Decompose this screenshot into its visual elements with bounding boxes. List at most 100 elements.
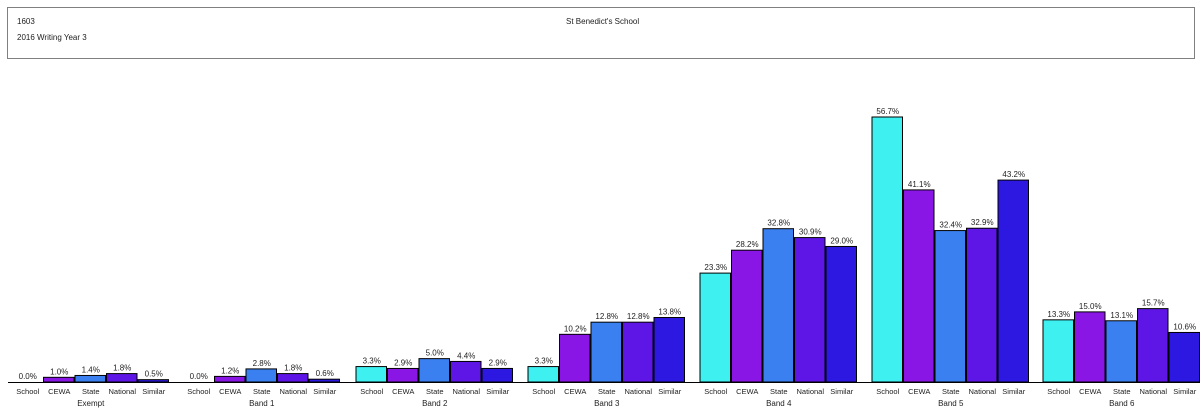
series-tick-label: National bbox=[796, 387, 824, 396]
series-tick-label: National bbox=[624, 387, 652, 396]
report-title: 2016 Writing Year 3 bbox=[17, 33, 87, 42]
data-label: 2.8% bbox=[253, 359, 271, 368]
data-label: 3.3% bbox=[535, 357, 553, 366]
series-tick-label: School bbox=[876, 387, 899, 396]
data-label: 1.4% bbox=[82, 365, 100, 374]
bar-band-2-similar bbox=[481, 367, 513, 383]
series-tick-label: National bbox=[1139, 387, 1167, 396]
data-label: 41.1% bbox=[908, 180, 931, 189]
data-label: 12.8% bbox=[595, 312, 618, 321]
data-label: 23.3% bbox=[704, 263, 727, 272]
data-label: 0.5% bbox=[145, 370, 163, 379]
bar-band-3-school bbox=[527, 366, 559, 383]
data-label: 28.2% bbox=[736, 240, 759, 249]
series-tick-label: CEWA bbox=[48, 387, 70, 396]
series-tick-label: CEWA bbox=[392, 387, 414, 396]
series-tick-label: National bbox=[108, 387, 136, 396]
data-label: 13.3% bbox=[1047, 310, 1070, 319]
data-label: 15.7% bbox=[1142, 299, 1165, 308]
data-label: 2.9% bbox=[394, 358, 412, 367]
series-tick-label: State bbox=[770, 387, 788, 396]
bar-band-6-state bbox=[1105, 320, 1137, 383]
bar-exempt-state bbox=[74, 374, 106, 383]
data-label: 4.4% bbox=[457, 351, 475, 360]
bar-band-6-national bbox=[1137, 308, 1169, 383]
data-label: 32.9% bbox=[971, 218, 994, 227]
series-tick-label: State bbox=[82, 387, 100, 396]
bar-band-4-school bbox=[699, 272, 731, 383]
data-label: 0.0% bbox=[190, 372, 208, 381]
series-tick-label: State bbox=[598, 387, 616, 396]
data-label: 32.8% bbox=[767, 219, 790, 228]
bar-band-5-cewa bbox=[903, 189, 935, 383]
data-label: 0.0% bbox=[19, 372, 37, 381]
series-tick-label: Similar bbox=[658, 387, 681, 396]
data-label: 43.2% bbox=[1002, 170, 1025, 179]
bar-band-3-similar bbox=[653, 317, 685, 383]
group-label: Band 3 bbox=[594, 399, 620, 408]
bar-band-4-similar bbox=[825, 245, 857, 383]
bar-band-3-cewa bbox=[559, 333, 591, 383]
series-tick-label: National bbox=[452, 387, 480, 396]
series-tick-label: Similar bbox=[830, 387, 853, 396]
bar-band-2-national bbox=[450, 360, 482, 383]
series-tick-label: CEWA bbox=[564, 387, 586, 396]
series-tick-label: School bbox=[704, 387, 727, 396]
bar-band-5-state bbox=[934, 230, 966, 383]
bar-band-1-cewa bbox=[214, 375, 246, 383]
series-tick-label: CEWA bbox=[219, 387, 241, 396]
series-tick-label: CEWA bbox=[1079, 387, 1101, 396]
group-label: Band 4 bbox=[766, 399, 792, 408]
report-header: 1603 2016 Writing Year 3 St Benedict's S… bbox=[7, 7, 1195, 59]
bar-exempt-similar bbox=[137, 379, 169, 383]
bar-band-2-state bbox=[418, 358, 450, 383]
data-label: 32.4% bbox=[939, 221, 962, 230]
series-tick-label: State bbox=[942, 387, 960, 396]
series-tick-label: National bbox=[279, 387, 307, 396]
bar-band-6-school bbox=[1042, 319, 1074, 383]
series-tick-label: Similar bbox=[1173, 387, 1196, 396]
series-tick-label: School bbox=[532, 387, 555, 396]
series-tick-label: State bbox=[253, 387, 271, 396]
bar-band-6-cewa bbox=[1074, 311, 1106, 383]
bar-band-3-national bbox=[622, 321, 654, 383]
bar-band-3-state bbox=[590, 321, 622, 383]
bar-band-5-national bbox=[966, 227, 998, 383]
bar-band-4-cewa bbox=[731, 249, 763, 383]
group-label: Band 2 bbox=[422, 399, 448, 408]
series-tick-label: Similar bbox=[142, 387, 165, 396]
report-code: 1603 bbox=[17, 17, 35, 26]
series-tick-label: CEWA bbox=[736, 387, 758, 396]
data-label: 0.6% bbox=[316, 369, 334, 378]
series-tick-label: School bbox=[360, 387, 383, 396]
data-label: 13.1% bbox=[1110, 311, 1133, 320]
bar-band-5-similar bbox=[997, 179, 1029, 383]
bar-band-2-school bbox=[355, 366, 387, 383]
group-label: Band 6 bbox=[1109, 399, 1135, 408]
bar-exempt-cewa bbox=[43, 376, 75, 383]
series-tick-label: School bbox=[187, 387, 210, 396]
group-label: Band 5 bbox=[938, 399, 964, 408]
data-label: 5.0% bbox=[426, 349, 444, 358]
data-label: 1.8% bbox=[284, 364, 302, 373]
series-tick-label: State bbox=[1113, 387, 1131, 396]
series-tick-label: Similar bbox=[486, 387, 509, 396]
data-label: 3.3% bbox=[363, 357, 381, 366]
series-tick-label: School bbox=[16, 387, 39, 396]
bar-band-1-similar bbox=[308, 378, 340, 383]
data-label: 30.9% bbox=[799, 228, 822, 237]
series-tick-label: Similar bbox=[1002, 387, 1025, 396]
bar-band-5-school bbox=[871, 116, 903, 383]
data-label: 2.9% bbox=[489, 358, 507, 367]
bar-band-6-similar bbox=[1168, 331, 1200, 383]
data-label: 15.0% bbox=[1079, 302, 1102, 311]
series-tick-label: National bbox=[968, 387, 996, 396]
data-label: 1.2% bbox=[221, 366, 239, 375]
school-name: St Benedict's School bbox=[566, 17, 640, 26]
bar-band-1-national bbox=[277, 373, 309, 383]
data-label: 10.6% bbox=[1173, 322, 1196, 331]
bar-band-1-state bbox=[245, 368, 277, 383]
group-label: Exempt bbox=[77, 399, 105, 408]
series-tick-label: State bbox=[426, 387, 444, 396]
